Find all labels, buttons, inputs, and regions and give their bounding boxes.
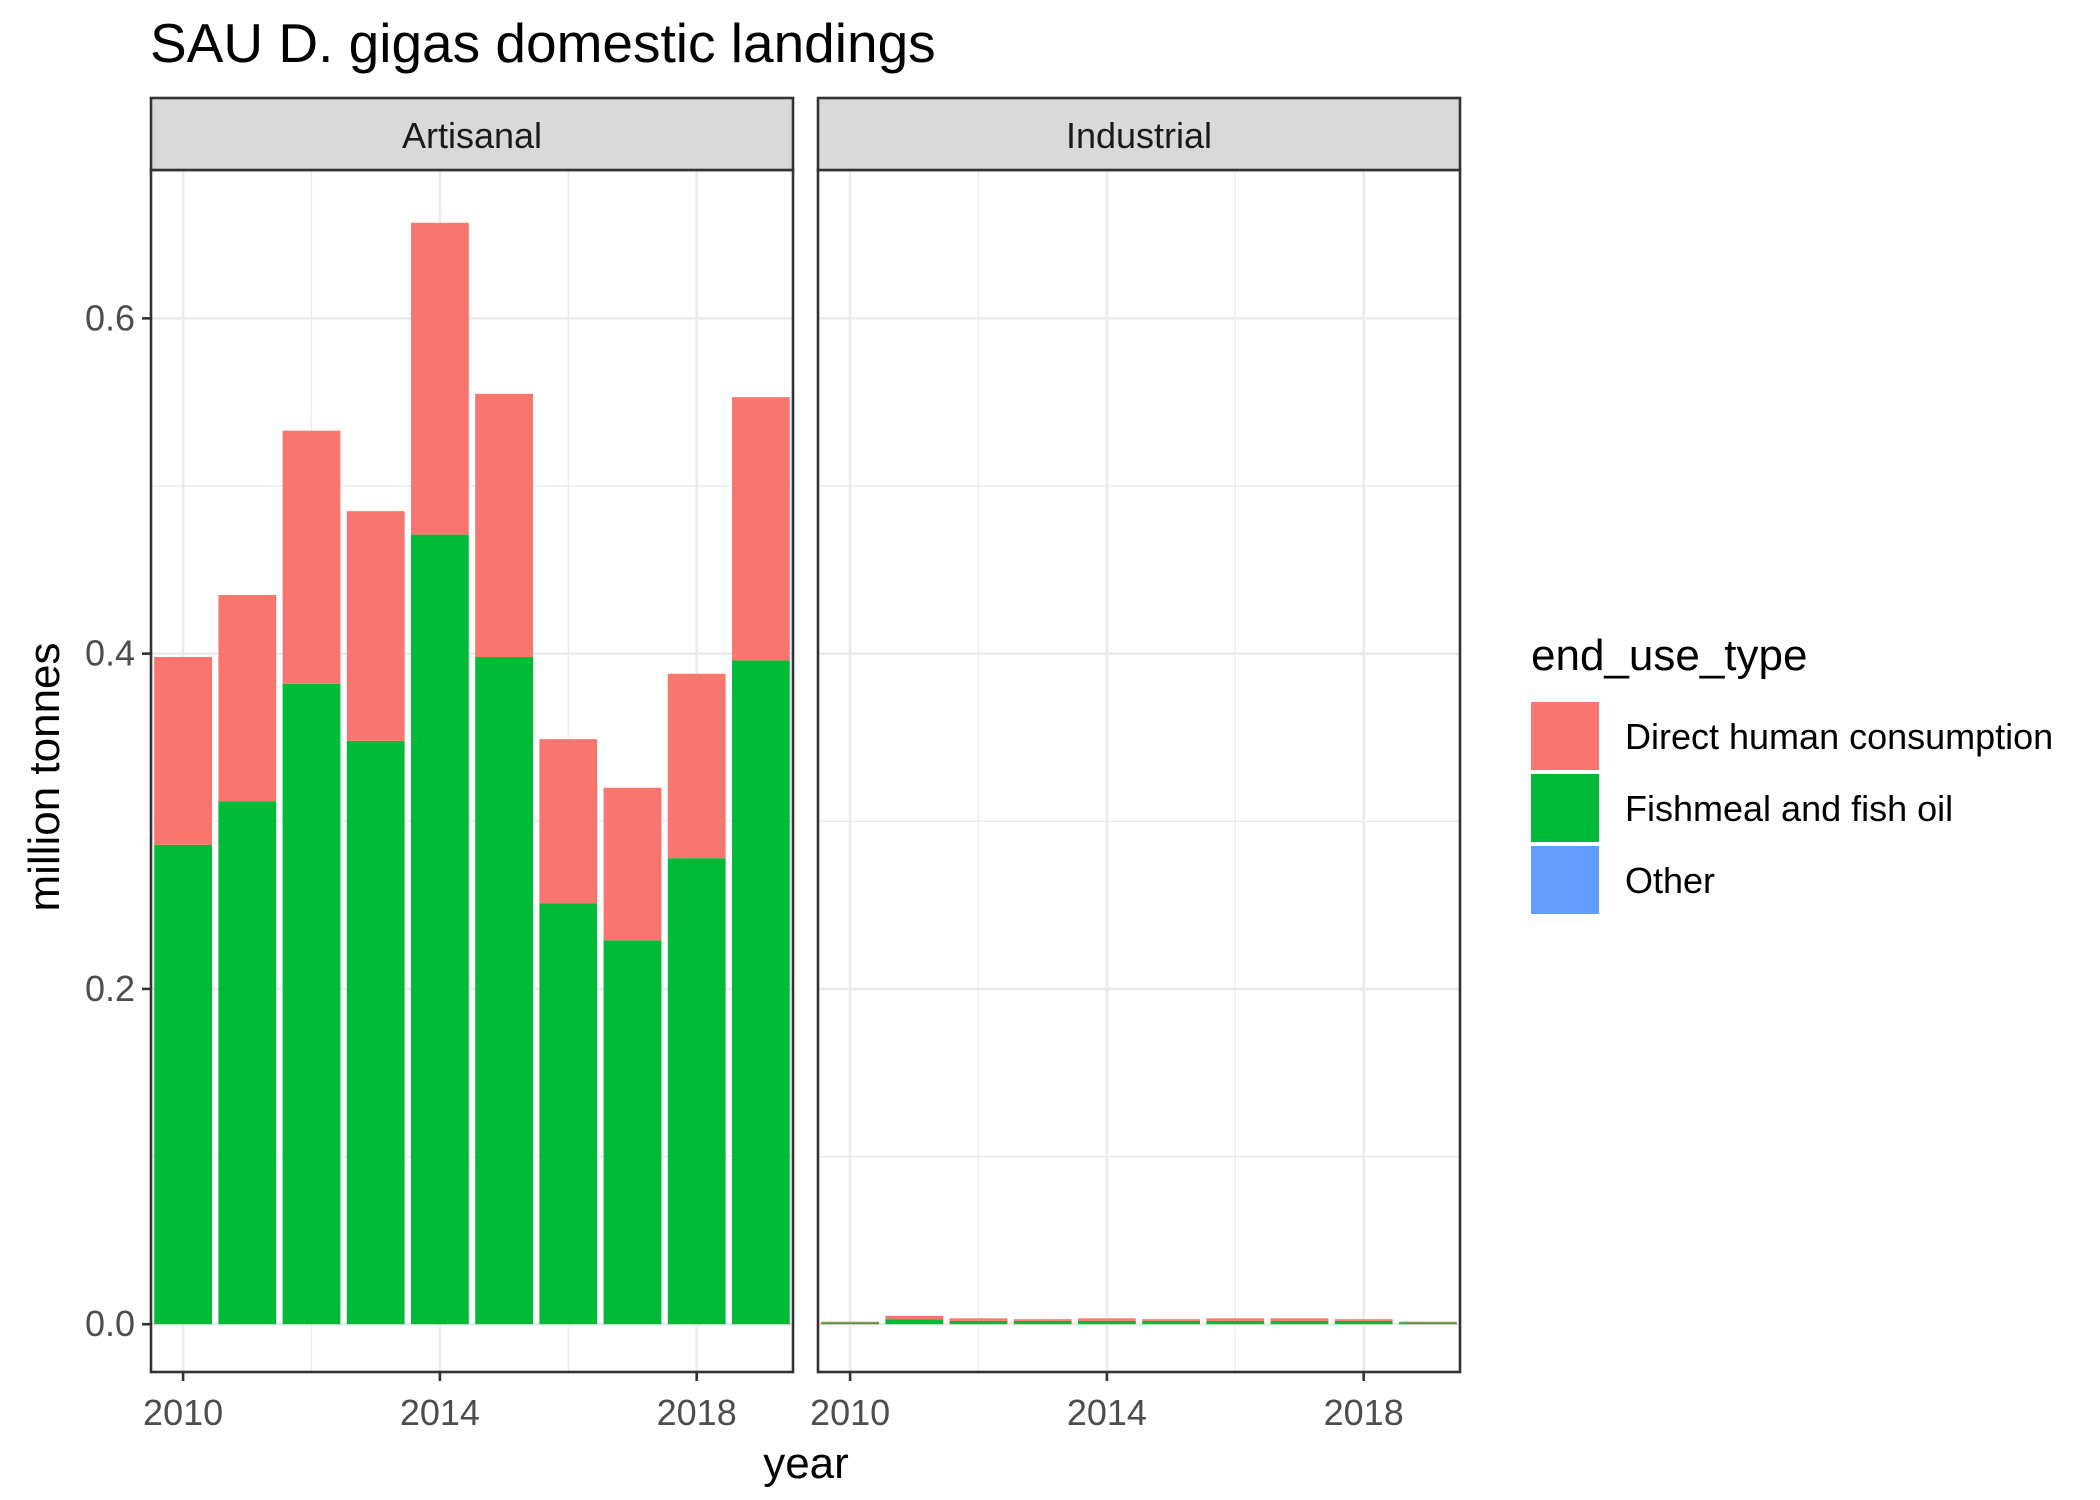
x-tick-label: 2014 bbox=[1067, 1392, 1147, 1433]
bar-fishmeal-and-fish-oil-2019 bbox=[732, 660, 790, 1325]
bar-fishmeal-and-fish-oil-2014 bbox=[1078, 1320, 1136, 1325]
chart-title: SAU D. gigas domestic landings bbox=[150, 12, 936, 74]
facet-strip bbox=[816, 96, 1462, 172]
x-tick-label: 2010 bbox=[143, 1392, 223, 1433]
bar-direct-human-consumption-2015 bbox=[475, 393, 533, 658]
bar-direct-human-consumption-2012 bbox=[949, 1318, 1008, 1321]
legend-key bbox=[1531, 702, 1599, 770]
bar-direct-human-consumption-2010 bbox=[154, 657, 212, 845]
y-tick-label: 0.0 bbox=[85, 1303, 135, 1344]
bar-fishmeal-and-fish-oil-2012 bbox=[949, 1320, 1008, 1325]
bar-fishmeal-and-fish-oil-2019 bbox=[1399, 1322, 1457, 1325]
bar-direct-human-consumption-2015 bbox=[1142, 1319, 1200, 1321]
bar-direct-human-consumption-2016 bbox=[1206, 1318, 1265, 1321]
bar-direct-human-consumption-2016 bbox=[539, 739, 598, 904]
bar-direct-human-consumption-2017 bbox=[1270, 1318, 1329, 1321]
bar-fishmeal-and-fish-oil-2016 bbox=[539, 903, 598, 1325]
facet-strip bbox=[149, 96, 795, 172]
bar-direct-human-consumption-2013 bbox=[346, 511, 405, 741]
bar-fishmeal-and-fish-oil-2018 bbox=[1334, 1320, 1393, 1325]
facet-panel-artisanal: Artisanal 2010 2014 2018 0.0 0.2 0.4 0.6 bbox=[85, 96, 795, 1433]
legend-title: end_use_type bbox=[1531, 631, 1807, 680]
facet-strip-label: Industrial bbox=[1066, 115, 1212, 156]
bar-fishmeal-and-fish-oil-2010 bbox=[154, 844, 212, 1325]
facet-strip-label: Artisanal bbox=[402, 115, 542, 156]
y-axis-title: million tonnes bbox=[20, 642, 69, 911]
bar-fishmeal-and-fish-oil-2018 bbox=[667, 858, 726, 1325]
legend-key bbox=[1531, 774, 1599, 842]
bar-direct-human-consumption-2014 bbox=[411, 222, 469, 535]
bar-fishmeal-and-fish-oil-2017 bbox=[603, 940, 662, 1325]
bar-fishmeal-and-fish-oil-2011 bbox=[885, 1319, 944, 1325]
x-tick-label: 2018 bbox=[657, 1392, 737, 1433]
x-tick-label: 2018 bbox=[1324, 1392, 1404, 1433]
bar-fishmeal-and-fish-oil-2013 bbox=[1013, 1320, 1072, 1325]
bar-direct-human-consumption-2019 bbox=[1399, 1321, 1457, 1323]
legend-key bbox=[1531, 846, 1599, 914]
x-tick-label: 2010 bbox=[810, 1392, 890, 1433]
bar-fishmeal-and-fish-oil-2014 bbox=[411, 534, 469, 1325]
bar-direct-human-consumption-2011 bbox=[885, 1315, 944, 1320]
bar-fishmeal-and-fish-oil-2017 bbox=[1270, 1320, 1329, 1325]
facet-panel-industrial: Industrial 2010 2014 2018 bbox=[810, 96, 1462, 1433]
bar-fishmeal-and-fish-oil-2011 bbox=[218, 801, 277, 1325]
bar-direct-human-consumption-2011 bbox=[218, 594, 277, 802]
bar-direct-human-consumption-2018 bbox=[667, 673, 726, 859]
bar-direct-human-consumption-2018 bbox=[1334, 1319, 1393, 1321]
legend-label: Other bbox=[1625, 860, 1715, 901]
legend-label: Fishmeal and fish oil bbox=[1625, 788, 1953, 829]
legend-label: Direct human consumption bbox=[1625, 716, 2053, 757]
bar-fishmeal-and-fish-oil-2012 bbox=[282, 683, 341, 1325]
facet-panels: Artisanal 2010 2014 2018 0.0 0.2 0.4 0.6 Industr… bbox=[85, 96, 1462, 1433]
panel-background bbox=[818, 170, 1460, 1372]
legend: end_use_type Direct human consumption Fis… bbox=[1531, 631, 2053, 914]
bar-direct-human-consumption-2017 bbox=[603, 787, 662, 941]
y-tick-label: 0.2 bbox=[85, 968, 135, 1009]
bar-direct-human-consumption-2019 bbox=[732, 397, 790, 661]
bar-fishmeal-and-fish-oil-2015 bbox=[1142, 1320, 1200, 1325]
bar-fishmeal-and-fish-oil-2016 bbox=[1206, 1320, 1265, 1325]
bar-direct-human-consumption-2014 bbox=[1078, 1318, 1136, 1321]
bar-fishmeal-and-fish-oil-2013 bbox=[346, 740, 405, 1325]
bar-direct-human-consumption-2010 bbox=[821, 1321, 879, 1323]
bar-direct-human-consumption-2013 bbox=[1013, 1319, 1072, 1321]
bar-direct-human-consumption-2012 bbox=[282, 430, 341, 684]
x-axis-title: year bbox=[763, 1439, 849, 1488]
y-tick-label: 0.4 bbox=[85, 633, 135, 674]
bar-fishmeal-and-fish-oil-2015 bbox=[475, 657, 533, 1325]
y-tick-label: 0.6 bbox=[85, 297, 135, 338]
bar-fishmeal-and-fish-oil-2010 bbox=[821, 1322, 879, 1325]
x-tick-label: 2014 bbox=[400, 1392, 480, 1433]
